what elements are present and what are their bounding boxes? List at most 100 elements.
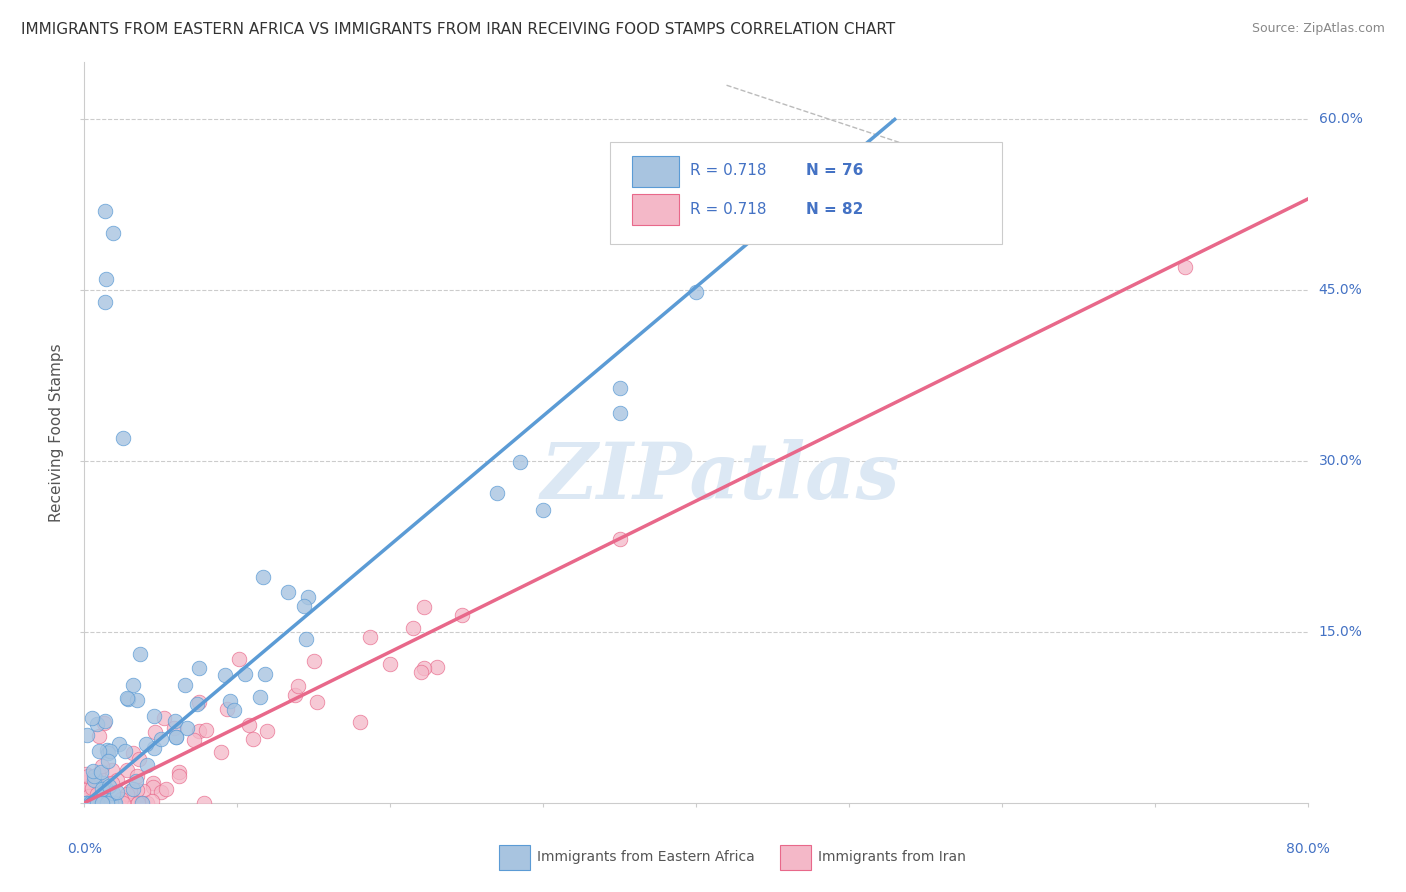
Point (402, 622, 425, 636)
Point (96, 782, 118, 797)
Point (143, 709, 166, 723)
Point (115, 787, 138, 801)
Point (91, 796, 114, 810)
Point (609, 381, 631, 395)
FancyBboxPatch shape (610, 142, 1002, 244)
Point (155, 782, 177, 797)
Point (98, 779, 121, 793)
Point (94, 272, 117, 286)
Point (117, 692, 139, 706)
Point (86, 787, 108, 801)
Point (103, 796, 125, 810)
Point (162, 721, 184, 735)
Point (76, 775, 98, 789)
Point (142, 780, 165, 794)
Point (101, 227, 124, 241)
Point (135, 757, 157, 772)
Point (90, 796, 112, 810)
Point (86, 716, 108, 731)
Point (195, 723, 218, 737)
Point (75, 783, 97, 797)
Point (609, 406, 631, 420)
Point (127, 693, 149, 707)
Point (176, 721, 198, 735)
Point (87, 744, 110, 758)
Point (142, 741, 165, 756)
Point (84, 772, 107, 786)
Point (111, 796, 134, 810)
Point (80, 781, 103, 796)
Point (83, 769, 105, 783)
Point (93, 796, 115, 810)
Point (287, 679, 309, 693)
Point (450, 608, 472, 623)
Point (94, 294, 117, 309)
Bar (633, 194, 679, 226)
Point (359, 630, 381, 644)
Point (76, 796, 98, 810)
Point (141, 794, 163, 808)
Point (509, 455, 531, 469)
Point (90, 796, 112, 810)
Point (131, 796, 153, 810)
Point (165, 730, 187, 744)
Point (101, 763, 124, 777)
Point (100, 796, 122, 810)
Point (188, 695, 211, 709)
Point (86, 796, 108, 810)
Point (486, 485, 509, 500)
Point (75, 796, 97, 810)
Point (253, 667, 276, 681)
Point (609, 532, 631, 546)
Point (105, 785, 128, 799)
Point (228, 652, 250, 666)
Text: 0.0%: 0.0% (67, 842, 101, 855)
Point (136, 796, 159, 810)
Point (128, 752, 150, 766)
Point (100, 796, 122, 810)
Point (122, 746, 145, 760)
Point (93, 714, 115, 728)
Point (122, 678, 145, 692)
Point (83, 773, 105, 788)
Text: R = 0.718: R = 0.718 (690, 202, 766, 218)
Point (222, 703, 245, 717)
Text: 60.0%: 60.0% (1319, 112, 1362, 127)
Point (97, 746, 120, 760)
Point (297, 591, 319, 605)
Text: N = 82: N = 82 (806, 202, 863, 218)
Point (349, 715, 371, 730)
Point (91, 758, 114, 772)
Point (233, 667, 256, 681)
Point (115, 691, 138, 706)
Text: N = 76: N = 76 (806, 163, 863, 178)
Point (75, 796, 97, 810)
Point (217, 702, 239, 716)
Point (82, 764, 104, 778)
Point (111, 431, 134, 445)
Point (412, 661, 434, 675)
Point (105, 772, 128, 787)
Point (135, 737, 157, 751)
Text: Immigrants from Iran: Immigrants from Iran (818, 850, 966, 864)
Point (127, 796, 149, 810)
Point (256, 724, 278, 739)
Text: 30.0%: 30.0% (1319, 454, 1362, 468)
Point (131, 796, 153, 810)
Point (91, 776, 114, 790)
Text: Immigrants from Eastern Africa: Immigrants from Eastern Africa (537, 850, 755, 864)
Point (75, 796, 97, 810)
Point (186, 697, 208, 711)
Point (277, 584, 299, 599)
Point (214, 667, 236, 681)
Point (79, 796, 101, 810)
Point (75, 767, 97, 781)
Point (143, 724, 166, 739)
Text: Source: ZipAtlas.com: Source: ZipAtlas.com (1251, 22, 1385, 36)
Point (125, 783, 148, 797)
Point (238, 718, 260, 732)
Point (125, 774, 148, 789)
Point (249, 690, 271, 705)
Point (108, 737, 131, 751)
Point (165, 730, 187, 744)
